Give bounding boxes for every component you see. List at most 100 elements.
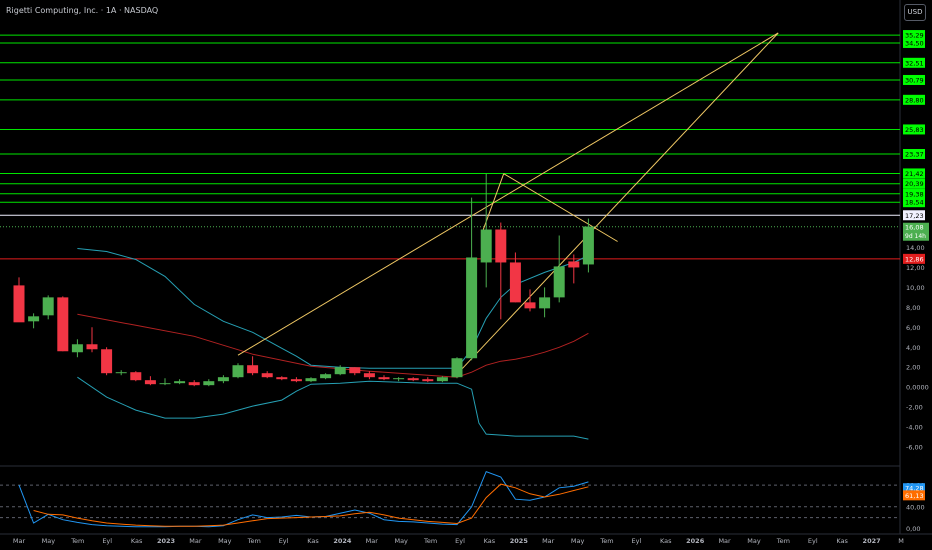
candle-body [217,377,229,382]
candle-body [115,372,127,374]
candle-body [144,380,156,385]
candle-body [422,379,434,382]
last-price-countdown: 9d 14h [905,233,926,240]
time-tick-label: Tem [70,537,84,545]
time-tick-label: May [218,537,232,545]
white-level-tag-bg [903,210,925,221]
time-tick-label: M [898,537,904,545]
osc-tick-label: 40,00 [906,503,925,511]
candle-body [130,372,142,381]
moving-average-line [77,313,589,378]
main-plot [0,32,900,440]
candle-body [42,297,54,316]
time-tick-label: Tem [247,537,261,545]
level-tag-bg [903,188,925,199]
level-tag-bg [903,124,925,135]
oscillator-plot [0,470,900,528]
price-tick-label: -6,00 [906,444,923,452]
candle-body [378,377,390,380]
candle-body [524,302,536,309]
white-level-tag: 17,23 [905,212,924,220]
time-tick-label: Kas [484,537,496,545]
time-tick-label: Tem [599,537,613,545]
price-tick-label: 14,00 [906,244,925,252]
level-tag: 35,29 [905,32,924,40]
osc-value-tag: 74,28 [905,485,924,493]
level-tag-bg [903,30,925,41]
level-tag-bg [903,37,925,48]
last-price-tag: 16,08 [905,224,924,232]
candle-body [261,373,273,378]
candle-body [174,381,186,384]
time-tick-label: Kas [307,537,319,545]
time-tick-label: Eyl [455,537,465,545]
price-tick-label: 8,00 [906,304,920,312]
level-tag: 34,50 [905,39,924,47]
red-level-tag: 12,86 [905,255,924,263]
level-tag: 20,39 [905,180,924,188]
time-tick-label: 2024 [333,537,352,545]
candle-body [466,257,478,359]
level-tag: 23,37 [905,150,924,158]
time-tick-label: Eyl [808,537,818,545]
candle-body [305,378,317,382]
osc-value-tag-bg [903,483,925,494]
candle-body [436,377,448,382]
osc-value-tag-bg [903,490,925,501]
price-tick-label: -4,00 [906,424,923,432]
level-tag: 19,38 [905,190,924,198]
osc-value-tag: 61,13 [905,492,924,500]
candle-body [188,382,200,386]
price-tick-label: 6,00 [906,324,920,332]
time-tick-label: 2027 [863,537,881,545]
price-tick-label: -2,00 [906,404,923,412]
level-tag: 30,79 [905,76,924,84]
candle-body [86,344,98,350]
trend-line [503,173,618,242]
time-tick-label: Mar [718,537,731,545]
level-tag-bg [903,197,925,208]
price-tick-label: 2,00 [906,364,920,372]
time-tick-label: Eyl [632,537,642,545]
price-tick-label: 10,00 [906,284,925,292]
price-tick-label: 12,00 [906,264,925,272]
bollinger-lower-line [77,376,589,440]
osc-tick-label: 0,00 [906,525,920,533]
candle-body [363,373,375,378]
level-tag-bg [903,148,925,159]
candle-body [568,261,580,268]
time-tick-label: Kas [660,537,672,545]
trend-line [237,32,779,356]
time-tick-label: 2023 [157,537,175,545]
level-tag: 28,80 [905,96,924,104]
osc-series-line [18,470,589,528]
candle-body [553,266,565,298]
time-tick-label: Eyl [279,537,289,545]
level-tag-bg [903,168,925,179]
time-tick-label: May [747,537,761,545]
time-tick-label: Tem [776,537,790,545]
candle-body [276,377,288,380]
candle-body [407,378,419,381]
candle-body [393,378,405,380]
time-tick-label: Eyl [102,537,112,545]
candle-body [13,285,25,323]
candle-body [582,226,594,265]
currency-button[interactable]: USD [904,4,926,21]
red-level-tag-bg [903,253,925,264]
price-tick-label: 4,00 [906,344,920,352]
time-tick-label: Kas [836,537,848,545]
osc-series-line [33,483,589,527]
level-tag: 32,51 [905,59,924,67]
level-tag-bg [903,94,925,105]
time-tick-label: Mar [542,537,555,545]
candle-body [247,365,259,374]
last-price-tag-bg [903,222,929,241]
time-tick-label: May [42,537,56,545]
candle-body [509,262,521,303]
candle-body [101,349,113,374]
time-tick-label: Mar [189,537,202,545]
level-tag-bg [903,57,925,68]
candle-body [159,383,171,385]
